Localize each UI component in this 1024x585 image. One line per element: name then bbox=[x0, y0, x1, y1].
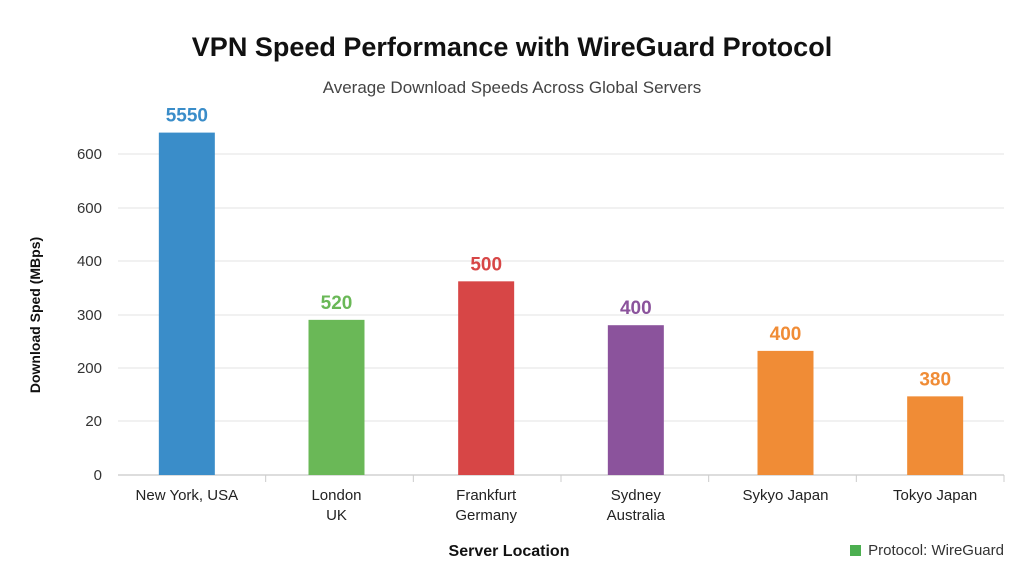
data-label: 520 bbox=[321, 293, 353, 314]
legend-swatch bbox=[850, 545, 862, 556]
y-tick-label: 600 bbox=[77, 200, 102, 217]
legend: Protocol: WireGuard bbox=[850, 542, 1004, 559]
y-tick-label: 0 bbox=[94, 467, 102, 484]
bar bbox=[607, 325, 664, 475]
x-tick-label: Germany bbox=[455, 507, 517, 524]
x-tick-label: Sykyo Japan bbox=[743, 487, 829, 504]
bar bbox=[757, 350, 814, 475]
bar bbox=[907, 396, 964, 475]
y-tick-label: 20 bbox=[85, 413, 102, 430]
x-tick-label: UK bbox=[326, 507, 347, 524]
data-label: 400 bbox=[620, 298, 652, 319]
bar bbox=[158, 132, 215, 475]
chart-subtitle: Average Download Speeds Across Global Se… bbox=[322, 78, 702, 97]
y-tick-label: 400 bbox=[77, 253, 102, 270]
data-label: 400 bbox=[770, 324, 802, 345]
x-tick-label: Tokyo Japan bbox=[893, 487, 977, 504]
bar bbox=[458, 281, 515, 475]
chart-title: VPN Speed Performance with WireGuard Pro… bbox=[191, 32, 833, 62]
x-tick-label: London bbox=[311, 487, 361, 504]
y-tick-label: 600 bbox=[77, 146, 102, 163]
data-label: 500 bbox=[470, 254, 502, 275]
data-label: 380 bbox=[919, 369, 951, 390]
x-axis-label: Server Location bbox=[449, 543, 570, 560]
x-tick-label: Sydney bbox=[611, 487, 662, 504]
x-tick-label: New York, USA bbox=[136, 487, 239, 504]
data-label: 5550 bbox=[166, 106, 208, 127]
y-axis-label: Download Sped (MBps) bbox=[27, 237, 43, 393]
y-tick-label: 200 bbox=[77, 360, 102, 377]
bar bbox=[308, 319, 365, 475]
legend-label: Protocol: WireGuard bbox=[868, 542, 1004, 559]
x-tick-label: Frankfurt bbox=[456, 487, 517, 504]
x-tick-label: Australia bbox=[607, 507, 666, 524]
y-tick-label: 300 bbox=[77, 307, 102, 324]
